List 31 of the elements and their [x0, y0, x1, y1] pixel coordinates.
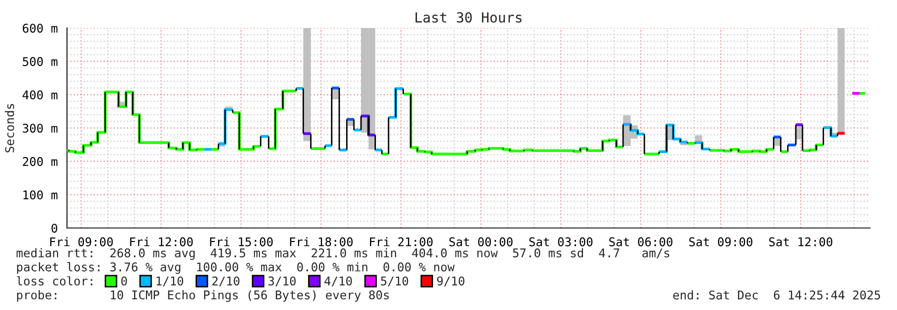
x-tick-label: Fri 12:00: [130, 237, 193, 246]
x-tick-label: Sat 09:00: [689, 237, 752, 246]
y-tick-label: 300 m: [22, 124, 58, 133]
y-axis-title: Seconds: [4, 104, 14, 152]
y-tick-label: 400 m: [22, 90, 58, 100]
legend-label: 4/10: [324, 276, 352, 286]
legend-label: 9/10: [437, 276, 464, 286]
text: median rtt: 268.0 ms avg 419.5 ms max 221.0 ms min 404.0 ms now 57.0 ms sd 4.7 am/s: [16, 248, 670, 260]
legend-title: loss color:: [16, 276, 92, 286]
x-tick-label: Fri 18:00: [290, 237, 353, 246]
chart-title: Last 30 Hours: [416, 12, 522, 23]
x-tick-label: Sat 00:00: [449, 237, 513, 246]
y-tick-label: 0: [52, 224, 58, 233]
text: packet loss: 3.76 % avg 100.00 % max 0.00 % min 0.00 % now: [17, 262, 455, 274]
text: end: Sat Dec 6 14:25:44 2025: [673, 290, 880, 300]
y-tick-label: 200 m: [22, 157, 58, 166]
y-tick-label: 100 m: [23, 190, 58, 200]
x-tick-label: Fri 21:00: [370, 237, 433, 246]
x-tick-label: Sat 03:00: [529, 237, 592, 246]
legend-label: 0: [121, 276, 127, 286]
legend-label: 5/10: [380, 276, 408, 286]
x-tick-label: Sat 12:00: [769, 237, 832, 246]
legend-label: 1/10: [156, 276, 184, 286]
legend-label: 3/10: [268, 276, 296, 286]
text: probe: 10 ICMP Echo Pings (56 Bytes) every 80s: [17, 290, 389, 302]
legend-label: 2/10: [212, 276, 240, 286]
x-tick-label: Fri 09:00: [50, 237, 113, 246]
y-tick-label: 600 m: [22, 24, 58, 33]
y-tick-label: 500 m: [22, 57, 58, 66]
x-tick-label: Fri 15:00: [210, 237, 273, 246]
x-tick-label: Sat 06:00: [609, 237, 672, 246]
